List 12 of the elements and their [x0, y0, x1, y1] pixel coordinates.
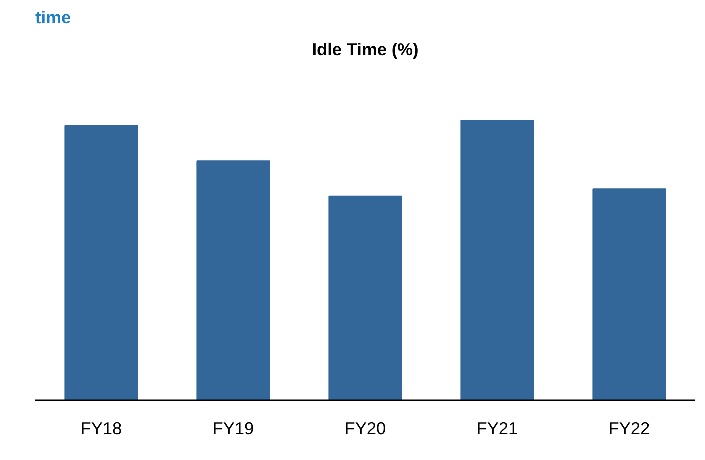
- bar: [328, 196, 402, 400]
- text: time: [36, 8, 72, 28]
- x-tick-label: FY18: [80, 418, 122, 438]
- bar: [592, 188, 666, 400]
- x-tick-label: FY22: [608, 418, 650, 438]
- x-tick-label: FY19: [212, 418, 254, 438]
- x-tick-label: FY20: [344, 418, 386, 438]
- bar: [64, 125, 138, 400]
- chart-title: Idle Time (%): [312, 40, 419, 60]
- bar: [196, 160, 270, 400]
- x-tick-label: FY21: [476, 418, 518, 438]
- bar: [460, 120, 534, 400]
